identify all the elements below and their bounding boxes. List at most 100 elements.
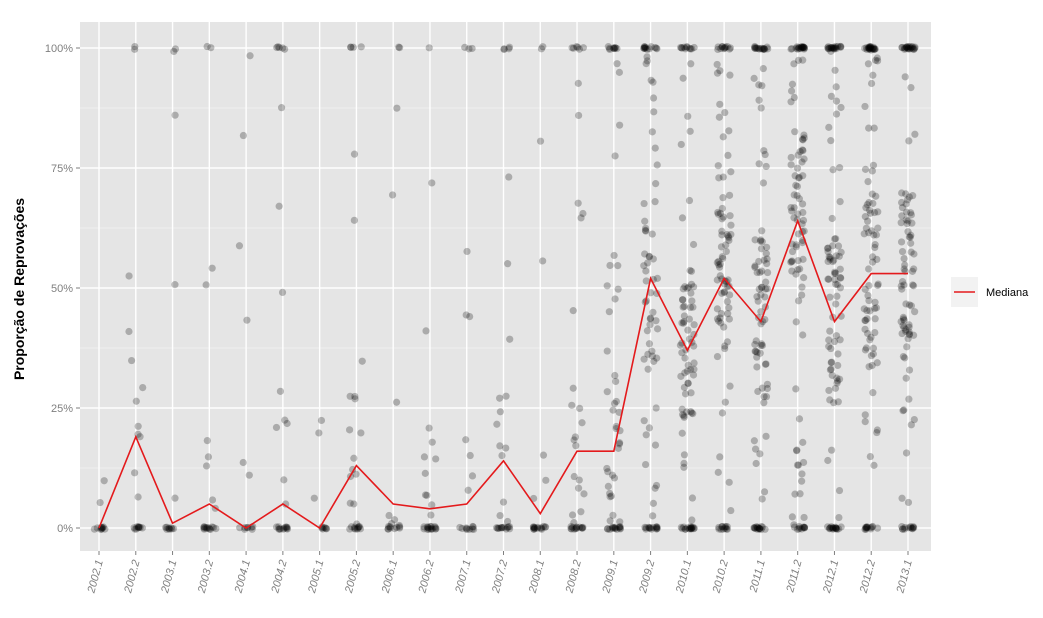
data-point — [799, 136, 807, 144]
data-point — [903, 343, 911, 351]
data-point — [905, 137, 913, 145]
data-point — [610, 44, 618, 53]
data-point — [134, 422, 142, 430]
data-point — [283, 523, 291, 531]
data-point — [577, 214, 585, 222]
data-point — [134, 524, 143, 532]
data-point — [897, 317, 905, 326]
data-point — [678, 524, 686, 533]
data-point — [463, 247, 471, 256]
data-point — [788, 45, 796, 53]
data-point — [762, 393, 771, 401]
data-point — [762, 432, 770, 440]
data-point — [350, 500, 358, 508]
data-point — [800, 523, 809, 531]
data-point — [616, 525, 624, 533]
data-point — [834, 42, 842, 51]
data-point — [680, 523, 688, 531]
data-point — [900, 265, 908, 273]
data-point — [385, 511, 393, 520]
data-point — [272, 523, 281, 531]
data-point — [539, 257, 547, 265]
data-point — [909, 281, 917, 289]
data-point — [909, 282, 918, 290]
data-point — [827, 47, 835, 55]
data-point — [753, 268, 761, 277]
data-point — [899, 525, 907, 533]
data-point — [355, 523, 363, 531]
data-point — [680, 302, 688, 310]
data-point — [713, 276, 721, 284]
data-point — [396, 523, 404, 531]
data-point — [646, 314, 655, 322]
x-tick-label: 2012.2 — [858, 559, 879, 596]
data-point — [798, 135, 807, 143]
data-point — [910, 265, 918, 273]
data-point — [640, 43, 648, 51]
data-point — [908, 219, 916, 227]
data-point — [793, 182, 801, 191]
data-point — [751, 44, 759, 52]
data-point — [799, 458, 808, 467]
data-point — [647, 76, 655, 84]
data-point — [863, 523, 871, 531]
data-point — [867, 352, 876, 360]
data-point — [614, 444, 622, 452]
data-point — [350, 216, 358, 224]
data-point — [683, 367, 691, 375]
data-point — [869, 43, 878, 51]
data-point — [679, 411, 687, 419]
data-point — [826, 524, 834, 532]
data-point — [723, 297, 732, 306]
data-point — [500, 45, 508, 53]
data-point — [792, 385, 800, 393]
data-point — [138, 524, 146, 532]
data-point — [871, 304, 879, 313]
data-point — [615, 68, 623, 76]
data-point — [715, 261, 723, 269]
data-point — [798, 220, 806, 228]
data-point — [870, 208, 879, 217]
data-point — [717, 309, 725, 318]
data-point — [681, 525, 689, 533]
data-point — [652, 317, 660, 325]
data-point — [653, 524, 661, 532]
data-point — [677, 523, 685, 531]
data-point — [901, 73, 909, 81]
data-point — [724, 232, 732, 240]
data-point — [763, 380, 772, 388]
data-point — [795, 415, 804, 423]
data-point — [831, 235, 839, 243]
data-point — [205, 525, 214, 533]
data-point — [725, 304, 733, 312]
data-point — [611, 523, 619, 531]
data-point — [248, 525, 256, 533]
data-point — [900, 45, 909, 53]
data-point — [756, 349, 764, 357]
data-point — [793, 43, 801, 51]
data-point — [680, 459, 688, 467]
data-point — [904, 498, 913, 507]
data-point — [273, 43, 281, 52]
data-point — [902, 200, 910, 208]
data-point — [871, 243, 879, 252]
data-point — [684, 379, 692, 387]
data-point — [837, 43, 845, 51]
data-point — [901, 44, 910, 52]
data-point — [837, 103, 845, 112]
data-point — [792, 241, 800, 249]
data-point — [799, 43, 807, 52]
data-point — [908, 524, 916, 532]
data-point — [496, 394, 504, 402]
data-point — [687, 525, 695, 533]
data-point — [900, 324, 908, 332]
data-point — [900, 254, 908, 263]
data-point — [830, 256, 838, 264]
data-point — [871, 45, 879, 53]
data-point — [648, 352, 657, 360]
data-point — [645, 45, 654, 53]
data-point — [727, 506, 735, 515]
data-point — [825, 336, 833, 344]
data-point — [790, 191, 798, 199]
data-point — [869, 344, 878, 352]
